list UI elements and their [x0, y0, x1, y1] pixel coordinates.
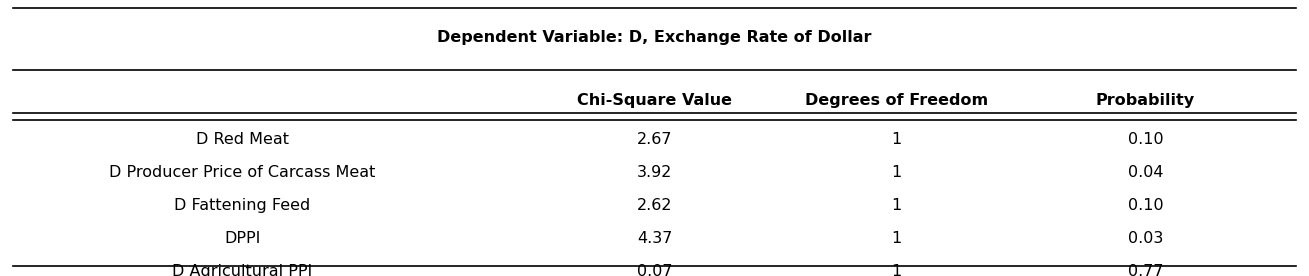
Text: 4.37: 4.37	[636, 231, 673, 246]
Text: Probability: Probability	[1096, 93, 1195, 108]
Text: D Producer Price of Carcass Meat: D Producer Price of Carcass Meat	[109, 165, 376, 180]
Text: 2.67: 2.67	[636, 132, 673, 147]
Text: 1: 1	[891, 132, 902, 147]
Text: 1: 1	[891, 231, 902, 246]
Text: 0.03: 0.03	[1127, 231, 1164, 246]
Text: 0.04: 0.04	[1127, 165, 1164, 180]
Text: 2.62: 2.62	[636, 198, 673, 213]
Text: D Agricultural PPI: D Agricultural PPI	[171, 264, 313, 276]
Text: Chi-Square Value: Chi-Square Value	[577, 93, 732, 108]
Text: 0.10: 0.10	[1127, 132, 1164, 147]
Text: 3.92: 3.92	[636, 165, 673, 180]
Text: 0.77: 0.77	[1127, 264, 1164, 276]
Text: Degrees of Freedom: Degrees of Freedom	[805, 93, 988, 108]
Text: 0.07: 0.07	[636, 264, 673, 276]
Text: 1: 1	[891, 165, 902, 180]
Text: D Red Meat: D Red Meat	[195, 132, 289, 147]
Text: 1: 1	[891, 264, 902, 276]
Text: DPPI: DPPI	[224, 231, 260, 246]
Text: Dependent Variable: D, Exchange Rate of Dollar: Dependent Variable: D, Exchange Rate of …	[437, 30, 872, 45]
Text: 1: 1	[891, 198, 902, 213]
Text: D Fattening Feed: D Fattening Feed	[174, 198, 310, 213]
Text: 0.10: 0.10	[1127, 198, 1164, 213]
